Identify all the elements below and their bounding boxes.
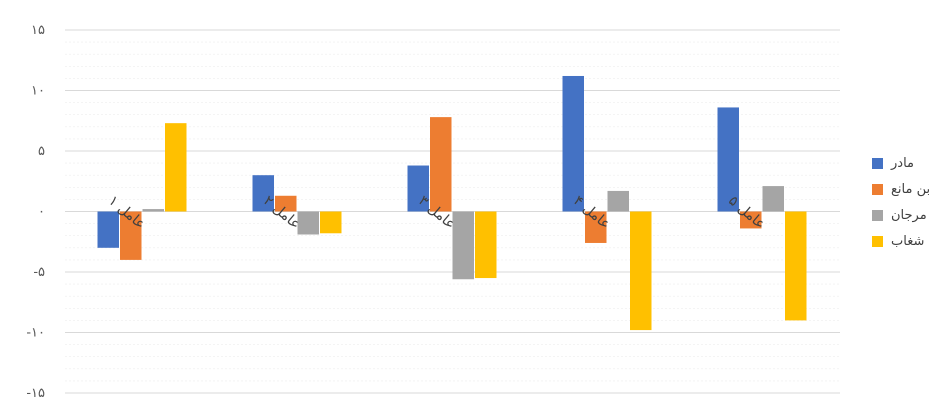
- bar: [785, 211, 807, 321]
- y-tick-label: -۱۵: [26, 386, 45, 401]
- bar: [475, 211, 497, 279]
- bar: [630, 211, 652, 331]
- bars: [97, 75, 807, 331]
- bar: [740, 211, 762, 229]
- bar: [585, 211, 607, 243]
- bar: [562, 75, 584, 212]
- y-tick-label: ۱۰: [31, 84, 45, 99]
- bar: [430, 117, 452, 212]
- legend-item: مادر: [872, 150, 950, 176]
- y-tick-label: -۵: [33, 265, 45, 280]
- bar: [142, 209, 164, 212]
- bar: [120, 211, 142, 260]
- bar: [297, 211, 319, 235]
- y-tick-label: ۰: [38, 205, 45, 220]
- legend-item: بن مانع: [872, 176, 950, 202]
- legend-label: شغاب: [891, 233, 925, 249]
- bar: [452, 211, 474, 280]
- legend-item: مرجان: [872, 202, 950, 228]
- legend-swatch: [872, 209, 883, 221]
- y-tick-label: ۵: [38, 144, 45, 159]
- y-tick-label: -۱۰: [26, 326, 45, 341]
- legend-swatch: [872, 183, 883, 195]
- legend-item: شغاب: [872, 228, 950, 254]
- bar: [407, 165, 429, 212]
- bar: [275, 195, 297, 212]
- legend-label: مادر: [891, 155, 914, 171]
- legend-label: مرجان: [891, 207, 927, 223]
- bar: [607, 190, 629, 212]
- y-tick-label: ۱۵: [31, 23, 45, 38]
- legend: مادر بن مانع مرجان شغاب: [872, 150, 950, 254]
- bar: [165, 123, 187, 212]
- bar: [762, 186, 784, 212]
- bar: [252, 175, 274, 212]
- legend-label: بن مانع: [891, 181, 931, 197]
- gridlines: [65, 29, 840, 394]
- bar: [97, 211, 119, 248]
- y-axis-tick-labels: ۱۵ ۱۰ ۵ ۰ -۵ -۱۰ -۱۵: [26, 23, 45, 401]
- legend-swatch: [872, 235, 883, 247]
- legend-swatch: [872, 157, 883, 169]
- bar: [717, 107, 739, 212]
- bar: [320, 211, 342, 234]
